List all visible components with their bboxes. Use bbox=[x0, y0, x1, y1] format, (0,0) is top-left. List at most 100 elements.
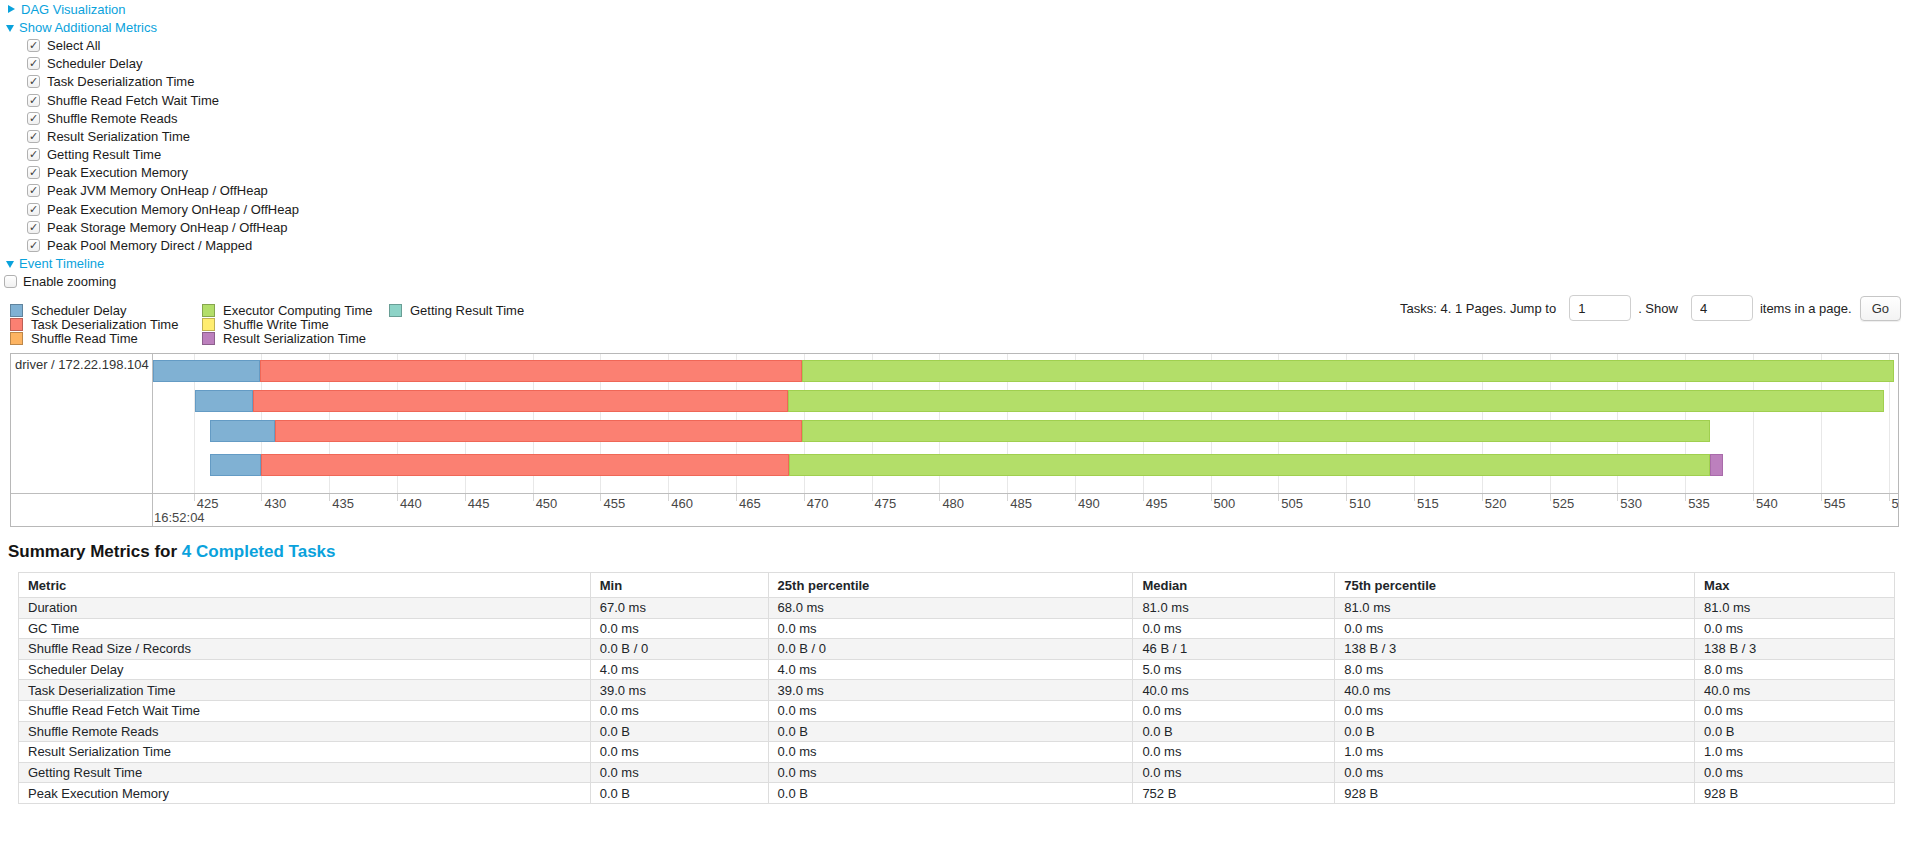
task-3-segment-task_deserialization[interactable] bbox=[261, 454, 788, 476]
task-1-segment-executor_computing[interactable] bbox=[788, 390, 1885, 412]
metric-value-cell-min: 0.0 ms bbox=[590, 618, 768, 639]
checkbox-label-select-all: Select All bbox=[47, 38, 100, 53]
metric-value-cell-25th-percentile: 0.0 ms bbox=[768, 700, 1133, 721]
go-button[interactable]: Go bbox=[1860, 296, 1901, 321]
task-3-segment-scheduler_delay[interactable] bbox=[210, 454, 262, 476]
task-0-segment-executor_computing[interactable] bbox=[802, 360, 1893, 382]
axis-tick-520 bbox=[1482, 494, 1483, 501]
tasks-count-text: Tasks: 4. 1 Pages. Jump to bbox=[1400, 301, 1556, 316]
axis-tick-label-430: 430 bbox=[264, 496, 286, 511]
checkbox-select-all[interactable]: ✓ bbox=[27, 39, 40, 52]
column-header-metric: Metric bbox=[19, 573, 591, 598]
enable-zooming-row: Enable zooming bbox=[0, 273, 299, 291]
metric-value-cell-median: 0.0 ms bbox=[1133, 618, 1335, 639]
metric-row-gc-time: GC Time0.0 ms0.0 ms0.0 ms0.0 ms0.0 ms bbox=[19, 618, 1895, 639]
metric-value-cell-25th-percentile: 39.0 ms bbox=[768, 680, 1133, 701]
metric-row-shuffle-remote-reads: Shuffle Remote Reads0.0 B0.0 B0.0 B0.0 B… bbox=[19, 721, 1895, 742]
task-3-segment-result_serialization[interactable] bbox=[1710, 454, 1724, 476]
axis-tick-450 bbox=[533, 494, 534, 501]
legend-swatch-shuffle-read-time bbox=[10, 332, 23, 345]
event-timeline-link[interactable]: Event Timeline bbox=[0, 255, 299, 273]
axis-tick-525 bbox=[1550, 494, 1551, 501]
metric-checkbox-list: ✓Select All✓Scheduler Delay✓Task Deseria… bbox=[0, 36, 299, 254]
enable-zooming-checkbox[interactable] bbox=[4, 275, 17, 288]
metric-row-duration: Duration67.0 ms68.0 ms81.0 ms81.0 ms81.0… bbox=[19, 598, 1895, 619]
metric-value-cell-75th-percentile: 0.0 B bbox=[1335, 721, 1695, 742]
checkbox-peak-jvm-memory-onheap-offheap[interactable]: ✓ bbox=[27, 184, 40, 197]
task-1-segment-scheduler_delay[interactable] bbox=[195, 390, 253, 412]
checkbox-scheduler-delay[interactable]: ✓ bbox=[27, 57, 40, 70]
checkbox-peak-pool-memory-direct-mapped[interactable]: ✓ bbox=[27, 239, 40, 252]
dag-visualization-link[interactable]: DAG Visualization bbox=[0, 0, 299, 18]
legend-label-task-deserialization-time: Task Deserialization Time bbox=[31, 317, 178, 332]
metric-value-cell-min: 39.0 ms bbox=[590, 680, 768, 701]
expanded-arrow-icon bbox=[6, 261, 14, 268]
axis-tick-label-480: 480 bbox=[942, 496, 964, 511]
checkbox-label-shuffle-read-fetch-wait-time: Shuffle Read Fetch Wait Time bbox=[47, 93, 219, 108]
metric-value-cell-median: 0.0 ms bbox=[1133, 700, 1335, 721]
metric-value-cell-25th-percentile: 0.0 B bbox=[768, 721, 1133, 742]
axis-tick-label-450: 450 bbox=[536, 496, 558, 511]
checkbox-task-deserialization-time[interactable]: ✓ bbox=[27, 75, 40, 88]
task-1-segment-task_deserialization[interactable] bbox=[253, 390, 787, 412]
checkbox-result-serialization-time[interactable]: ✓ bbox=[27, 130, 40, 143]
metric-value-cell-median: 40.0 ms bbox=[1133, 680, 1335, 701]
axis-tick-510 bbox=[1346, 494, 1347, 501]
axis-tick-label-530: 530 bbox=[1620, 496, 1642, 511]
metric-value-cell-max: 0.0 ms bbox=[1695, 618, 1895, 639]
axis-tick-label-505: 505 bbox=[1281, 496, 1303, 511]
legend-label-shuffle-read-time: Shuffle Read Time bbox=[31, 331, 138, 346]
metric-value-cell-median: 5.0 ms bbox=[1133, 659, 1335, 680]
checkbox-peak-execution-memory-onheap-offheap[interactable]: ✓ bbox=[27, 203, 40, 216]
event-timeline-label: Event Timeline bbox=[19, 256, 104, 271]
metric-value-cell-max: 138 B / 3 bbox=[1695, 639, 1895, 660]
metric-value-cell-max: 0.0 ms bbox=[1695, 762, 1895, 783]
checkbox-label-peak-jvm-memory-onheap-offheap: Peak JVM Memory OnHeap / OffHeap bbox=[47, 183, 268, 198]
legend-item-scheduler-delay: Scheduler Delay bbox=[10, 303, 202, 317]
axis-tick-label-460: 460 bbox=[671, 496, 693, 511]
axis-tick-label-500: 500 bbox=[1214, 496, 1236, 511]
spark-stage-page: DAG Visualization Show Additional Metric… bbox=[0, 0, 1907, 865]
checkbox-label-peak-pool-memory-direct-mapped: Peak Pool Memory Direct / Mapped bbox=[47, 238, 252, 253]
metric-row-getting-result-time: ✓Getting Result Time bbox=[0, 146, 299, 164]
metric-value-cell-median: 752 B bbox=[1133, 783, 1335, 804]
checkbox-peak-execution-memory[interactable]: ✓ bbox=[27, 166, 40, 179]
checkbox-shuffle-remote-reads[interactable]: ✓ bbox=[27, 112, 40, 125]
legend-item-task-deserialization-time: Task Deserialization Time bbox=[10, 317, 202, 331]
metric-name-cell: Getting Result Time bbox=[19, 762, 591, 783]
task-0-segment-scheduler_delay[interactable] bbox=[153, 360, 260, 382]
checkbox-label-task-deserialization-time: Task Deserialization Time bbox=[47, 74, 194, 89]
checkbox-peak-storage-memory-onheap-offheap[interactable]: ✓ bbox=[27, 221, 40, 234]
task-2-segment-task_deserialization[interactable] bbox=[275, 420, 802, 442]
metric-row-shuffle-read-fetch-wait-time: ✓ Shuffle Read Fetch Wait Time bbox=[0, 91, 299, 109]
checkbox-getting-result-time[interactable]: ✓ bbox=[27, 148, 40, 161]
legend-item-result-serialization-time: Result Serialization Time bbox=[202, 331, 389, 345]
metric-value-cell-75th-percentile: 8.0 ms bbox=[1335, 659, 1695, 680]
axis-tick-label-495: 495 bbox=[1146, 496, 1168, 511]
items-per-page-input[interactable] bbox=[1691, 295, 1753, 321]
axis-tick-465 bbox=[736, 494, 737, 501]
axis-tick-515 bbox=[1414, 494, 1415, 501]
task-3-segment-executor_computing[interactable] bbox=[789, 454, 1710, 476]
metric-value-cell-75th-percentile: 40.0 ms bbox=[1335, 680, 1695, 701]
completed-tasks-link[interactable]: 4 Completed Tasks bbox=[182, 542, 336, 561]
timeline-axis: 4254304354404454504554604654704754804854… bbox=[11, 493, 1898, 526]
metric-name-cell: Shuffle Read Fetch Wait Time bbox=[19, 700, 591, 721]
metric-value-cell-median: 81.0 ms bbox=[1133, 598, 1335, 619]
axis-tick-label-475: 475 bbox=[875, 496, 897, 511]
legend-swatch-shuffle-write-time bbox=[202, 318, 215, 331]
metric-value-cell-75th-percentile: 0.0 ms bbox=[1335, 762, 1695, 783]
task-0-segment-task_deserialization[interactable] bbox=[260, 360, 802, 382]
metric-row-shuffle-remote-reads: ✓Shuffle Remote Reads bbox=[0, 109, 299, 127]
metric-name-cell: Shuffle Read Size / Records bbox=[19, 639, 591, 660]
axis-tick-label-540: 540 bbox=[1756, 496, 1778, 511]
task-2-segment-executor_computing[interactable] bbox=[802, 420, 1709, 442]
collapsed-arrow-icon bbox=[8, 5, 15, 13]
metric-row-peak-pool-memory-direct-mapped: ✓ Peak Pool Memory Direct / Mapped bbox=[0, 236, 299, 254]
checkbox-shuffle-read-fetch-wait-time[interactable]: ✓ bbox=[27, 94, 40, 107]
show-additional-metrics-link[interactable]: Show Additional Metrics bbox=[0, 18, 299, 36]
jump-to-page-input[interactable] bbox=[1569, 295, 1631, 321]
task-2-segment-scheduler_delay[interactable] bbox=[210, 420, 275, 442]
metric-value-cell-25th-percentile: 0.0 B bbox=[768, 783, 1133, 804]
metric-value-cell-75th-percentile: 81.0 ms bbox=[1335, 598, 1695, 619]
